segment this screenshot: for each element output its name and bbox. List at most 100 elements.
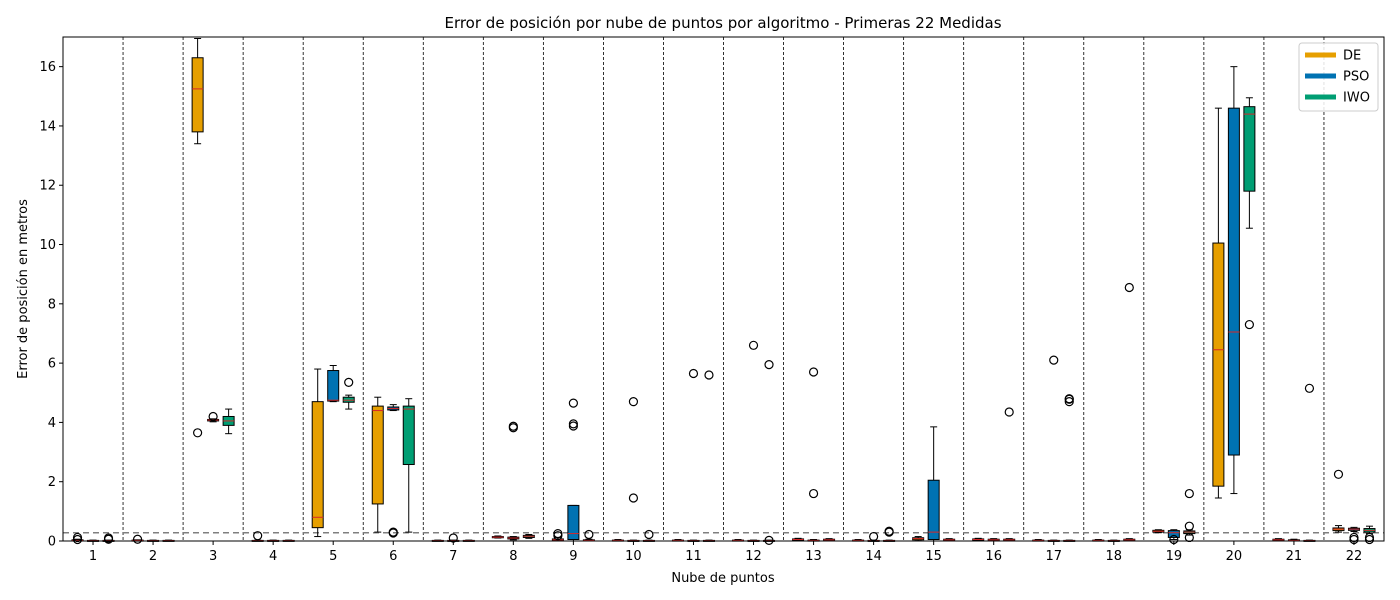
outlier-point <box>808 488 819 499</box>
legend-label-de: DE <box>1343 49 1361 64</box>
box-de-19 <box>1152 529 1165 534</box>
box-pso-22 <box>1347 526 1360 545</box>
y-tick-label: 10 <box>39 238 56 253</box>
outlier-point <box>764 535 774 546</box>
box-iwo-1 <box>102 533 115 544</box>
box-de-6 <box>371 396 384 533</box>
outlier-point <box>884 527 894 537</box>
outlier-point <box>704 370 714 380</box>
box-pso-17 <box>1047 355 1060 542</box>
outlier-point <box>1364 534 1375 545</box>
outlier-point <box>1184 521 1194 531</box>
outlier-point <box>869 531 879 542</box>
box-iwo-6 <box>402 398 415 533</box>
box-iwo-15 <box>943 538 956 542</box>
box-de-5 <box>311 368 324 538</box>
legend-box <box>1298 42 1379 112</box>
outlier-point <box>553 531 563 541</box>
x-tick-label: 18 <box>1106 549 1123 564</box>
x-tick-label: 5 <box>329 549 337 564</box>
outlier-point <box>388 528 398 538</box>
box-de-13 <box>792 537 805 542</box>
legend-label-pso: PSO <box>1343 70 1369 85</box>
box-iqr <box>927 479 940 541</box>
box-iwo-19 <box>1183 488 1196 543</box>
outlier-point <box>1049 355 1059 365</box>
legend-label-iwo: IWO <box>1343 91 1370 106</box>
box-pso-19 <box>1167 529 1180 545</box>
x-axis-label: Nube de puntos <box>671 571 775 586</box>
x-tick-label: 21 <box>1286 549 1303 564</box>
x-tick-label: 7 <box>449 549 457 564</box>
chart-title: Error de posición por nube de puntos por… <box>444 14 1001 32</box>
outlier-point <box>584 529 594 540</box>
box-pso-8 <box>507 421 520 541</box>
x-tick-label: 14 <box>865 549 882 564</box>
x-tick-label: 12 <box>745 549 762 564</box>
outlier-point <box>764 360 774 370</box>
outlier-point <box>628 397 639 407</box>
x-tick-label: 9 <box>569 549 577 564</box>
x-tick-label: 20 <box>1226 549 1243 564</box>
box-iwo-11 <box>702 370 715 542</box>
outlier-point <box>688 368 699 379</box>
box-iqr <box>1243 106 1256 192</box>
box-de-8 <box>491 535 504 539</box>
box-pso-15 <box>927 426 940 542</box>
box-iwo-16 <box>1003 407 1016 542</box>
x-tick-label: 22 <box>1346 549 1363 564</box>
outlier-point <box>568 421 578 431</box>
box-pso-11 <box>687 368 700 542</box>
outlier-point <box>1184 488 1194 499</box>
outlier-point <box>748 340 759 350</box>
box-iwo-14 <box>883 526 896 542</box>
outlier-point <box>508 423 518 433</box>
outlier-point <box>1004 407 1014 417</box>
box-de-2 <box>131 534 144 544</box>
x-tick-label: 19 <box>1166 549 1183 564</box>
x-tick-label: 10 <box>625 549 642 564</box>
box-pso-12 <box>747 340 760 542</box>
box-iwo-12 <box>763 360 776 546</box>
outlier-point <box>1064 397 1074 407</box>
box-de-15 <box>912 536 925 542</box>
outlier-point <box>103 534 114 544</box>
box-iwo-21 <box>1303 383 1316 542</box>
y-tick-label: 16 <box>39 60 56 75</box>
box-iwo-3 <box>222 408 235 435</box>
box-pso-14 <box>867 531 880 542</box>
y-axis-label: Error de posición en metros <box>16 199 31 379</box>
x-tick-label: 8 <box>509 549 517 564</box>
box-iqr <box>567 504 580 541</box>
box-pso-13 <box>807 367 820 542</box>
box-iwo-5 <box>342 377 355 410</box>
outlier-point <box>344 377 354 387</box>
outlier-point <box>132 534 143 544</box>
x-tick-label: 2 <box>149 549 157 564</box>
box-iwo-17 <box>1063 394 1076 542</box>
box-de-1 <box>71 532 84 545</box>
box-de-22 <box>1332 469 1345 533</box>
x-tick-label: 3 <box>209 549 217 564</box>
y-tick-label: 8 <box>48 297 56 312</box>
outlier-point <box>568 398 578 408</box>
x-tick-label: 4 <box>269 549 277 564</box>
outlier-point <box>1064 394 1074 404</box>
box-iwo-8 <box>522 533 535 539</box>
outlier-point <box>1333 469 1344 479</box>
box-pso-9 <box>567 398 580 542</box>
box-iwo-20 <box>1243 97 1256 330</box>
x-tick-label: 16 <box>985 549 1002 564</box>
box-pso-10 <box>627 397 640 542</box>
box-pso-5 <box>327 364 340 403</box>
box-iqr <box>1212 242 1225 487</box>
box-iqr <box>402 405 415 466</box>
x-tick-label: 17 <box>1045 549 1062 564</box>
outlier-point <box>1244 319 1254 330</box>
outlier-point <box>72 534 83 545</box>
box-pso-3 <box>207 411 220 423</box>
box-iqr <box>371 405 384 505</box>
x-tick-label: 1 <box>89 549 97 564</box>
